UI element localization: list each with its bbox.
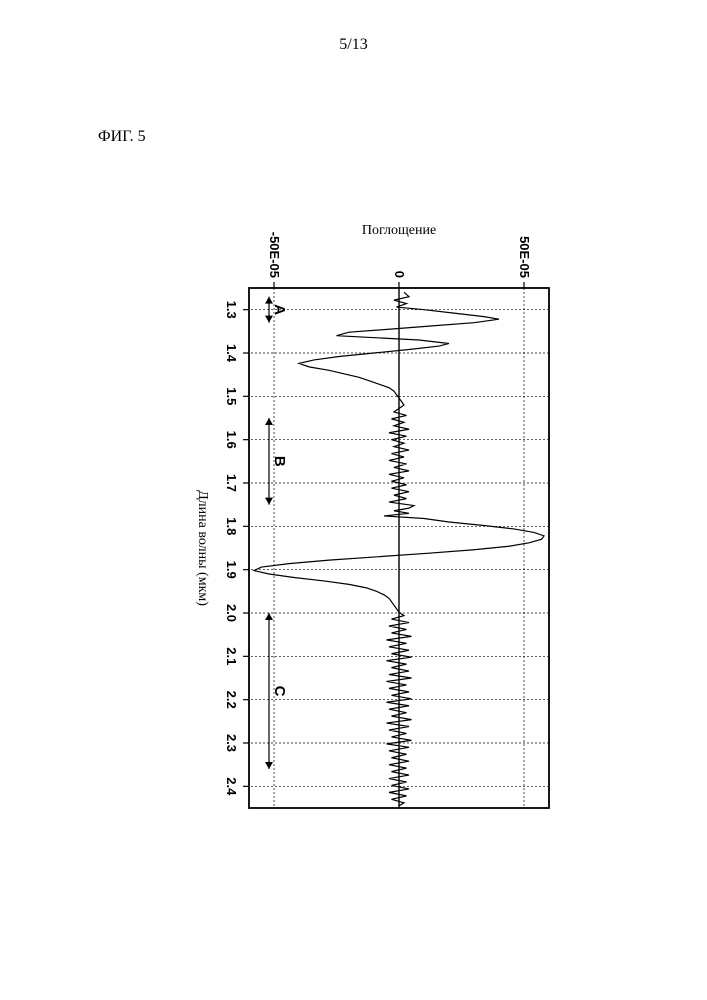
x-tick-label: 2.1	[224, 647, 239, 665]
y-tick-label: -50E-05	[267, 232, 282, 278]
y-tick-label: 0	[392, 271, 407, 278]
region-label: C	[271, 686, 288, 697]
x-axis-label: Длина волны (мкм)	[195, 490, 210, 606]
spectrum-chart: 1.3 1.4 1.5 1.6 1.7 1.8 1.9 2.0 2.1 2.2 2.3 2.4 -50E…	[177, 218, 563, 822]
page-number: 5/13	[0, 36, 707, 54]
chart-container: 1.3 1.4 1.5 1.6 1.7 1.8 1.9 2.0 2.1 2.2 2.3 2.4 -50E…	[177, 218, 563, 822]
x-tick-label: 1.9	[224, 561, 239, 579]
x-tick-label: 2.3	[224, 734, 239, 752]
x-tick-label: 1.4	[224, 344, 239, 363]
figure-label: ФИГ. 5	[98, 128, 146, 146]
x-tick-label: 2.2	[224, 691, 239, 709]
x-tick-label: 1.5	[224, 387, 239, 405]
x-tick-label: 2.4	[224, 777, 239, 796]
region-label: A	[271, 304, 288, 315]
x-tick-label: 2.0	[224, 604, 239, 622]
x-tick-label: 1.6	[224, 431, 239, 449]
x-tick-label: 1.3	[224, 301, 239, 319]
y-tick-label: 50E-05	[517, 236, 532, 278]
x-tick-label: 1.7	[224, 474, 239, 492]
region-label: B	[271, 456, 288, 467]
x-tick-label: 1.8	[224, 517, 239, 535]
page: 5/13 ФИГ. 5 1.3 1.4 1.5 1.6 1.7 1.8 1.9 2.0 2.1 2…	[0, 0, 707, 1000]
y-axis-label: Поглощение	[362, 223, 436, 238]
